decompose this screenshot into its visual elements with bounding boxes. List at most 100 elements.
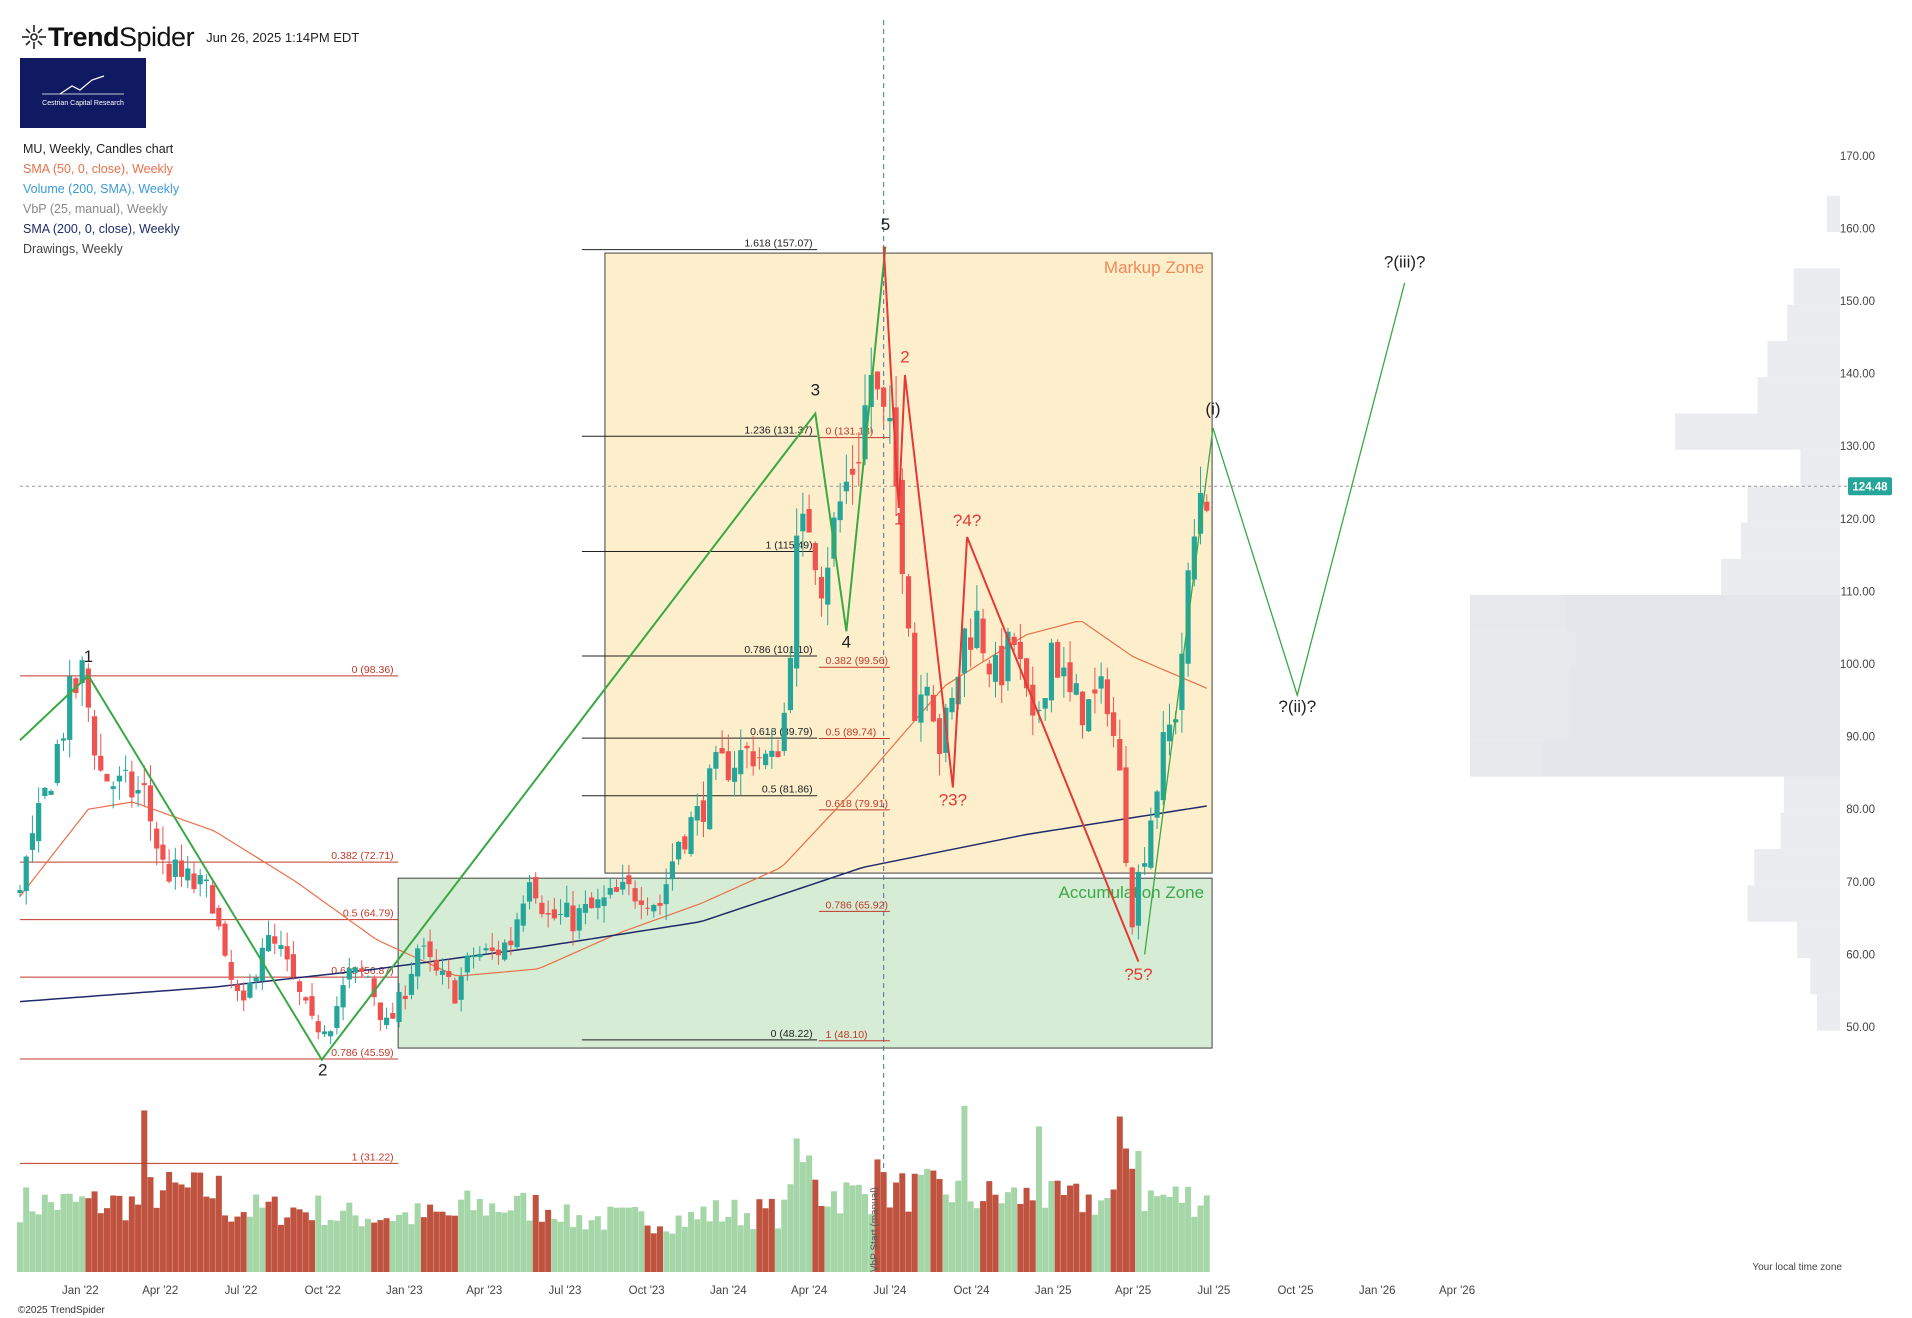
vbp-bar [1754, 849, 1840, 886]
volume-bar [85, 1198, 92, 1272]
candle-body [477, 953, 483, 958]
candle-body [1023, 658, 1030, 689]
candle [191, 862, 197, 894]
candle [1142, 847, 1148, 875]
candle [1086, 698, 1092, 733]
legend-item[interactable]: MU, Weekly, Candles chart [23, 142, 174, 156]
volume-bar [924, 1168, 931, 1272]
candle [620, 864, 626, 895]
candle [265, 920, 272, 952]
volume-bar [1060, 1195, 1067, 1272]
candle [508, 926, 514, 956]
candle-body [371, 978, 377, 998]
wave-green-impulse [19, 246, 887, 1062]
candle-body [1055, 642, 1061, 678]
volume-bar [1172, 1186, 1179, 1272]
volume-bar [147, 1177, 154, 1272]
candle [1042, 697, 1048, 721]
candle [439, 958, 446, 985]
vbp-bar [1757, 377, 1840, 414]
candle-body [446, 971, 452, 977]
wave-label: 2 [318, 1061, 327, 1080]
volume-bar [103, 1208, 110, 1272]
legend-item[interactable]: SMA (200, 0, close), Weekly [23, 222, 180, 236]
candle-body [359, 968, 365, 972]
x-tick-label: Jan '23 [386, 1285, 423, 1297]
y-tick-label: 130.00 [1840, 441, 1875, 453]
volume-bar [265, 1201, 272, 1272]
sma-200-line [19, 805, 1207, 1003]
volume-bar [1004, 1192, 1011, 1272]
candle-body [657, 903, 663, 906]
candle-body [408, 973, 415, 995]
candle-body [452, 980, 458, 1004]
candle-body [17, 890, 23, 894]
volume-bar [526, 1220, 533, 1272]
volume-bar [383, 1218, 390, 1272]
volume-bar [321, 1224, 328, 1272]
candle [458, 967, 464, 1012]
candle [1110, 697, 1117, 748]
candle [613, 879, 620, 893]
volume-bar [625, 1207, 632, 1272]
x-tick-label: Jan '24 [710, 1285, 747, 1297]
candle-body [825, 567, 831, 605]
legend-item[interactable]: SMA (50, 0, close), Weekly [23, 162, 173, 176]
wave-count-drawings[interactable]: 1 2 3 4 5 2 1 ?4? ?3? ?5? (i) ?(ii)? ?(iii)? VbP Star… [19, 215, 1425, 1272]
candle [185, 855, 191, 889]
candle [763, 749, 769, 770]
candle-body [601, 897, 607, 906]
candle-body [340, 985, 346, 1008]
fib-level-label: 0.786 (101.10) [744, 644, 812, 656]
candle-body [613, 887, 620, 892]
candle-body [278, 945, 284, 949]
volume-bar [414, 1203, 421, 1272]
candle-body [470, 955, 477, 958]
candle [1098, 662, 1104, 704]
legend-item[interactable]: Drawings, Weekly [23, 242, 123, 256]
vbp-bar [1470, 667, 1840, 704]
wave-green-projection [1143, 282, 1406, 955]
wave-label: 4 [842, 632, 851, 651]
legend-item[interactable]: VbP (25, manual), Weekly [23, 202, 168, 216]
candle [924, 672, 930, 712]
candle-body [272, 936, 278, 944]
volume-bar [775, 1228, 782, 1272]
candle [1117, 719, 1123, 771]
candle [992, 641, 999, 698]
candle [582, 890, 589, 925]
candle-body [763, 753, 769, 766]
candle-body [769, 750, 775, 757]
candle [731, 751, 738, 797]
volume-bar [159, 1190, 166, 1272]
candle-body [234, 984, 241, 992]
candle-body [800, 513, 806, 532]
candle [968, 618, 974, 668]
candle-body [141, 783, 147, 786]
candle-body [1017, 641, 1023, 660]
candle-body [806, 509, 812, 533]
volume-bar [650, 1233, 657, 1272]
candle [452, 977, 458, 1004]
candle [856, 432, 862, 487]
legend-item[interactable]: Volume (200, SMA), Weekly [23, 182, 180, 196]
candle [812, 541, 818, 585]
candle-body [390, 1013, 396, 1019]
candle [197, 868, 203, 897]
vbp-bar [1675, 413, 1840, 450]
candle [1129, 866, 1135, 935]
vbp-bar [1793, 268, 1840, 305]
x-tick-label: Apr '25 [1115, 1285, 1151, 1297]
volume-bar [806, 1155, 813, 1272]
candle-body [557, 914, 564, 916]
volume-bar [712, 1200, 719, 1272]
candle [253, 974, 259, 990]
copyright-footer: ©2025 TrendSpider [18, 1305, 105, 1316]
candle [1048, 638, 1055, 713]
volume-bar [483, 1215, 490, 1272]
volume-bar [215, 1175, 222, 1272]
candle [1148, 807, 1154, 870]
volume-bar [60, 1193, 67, 1272]
candle-body [396, 991, 402, 1022]
